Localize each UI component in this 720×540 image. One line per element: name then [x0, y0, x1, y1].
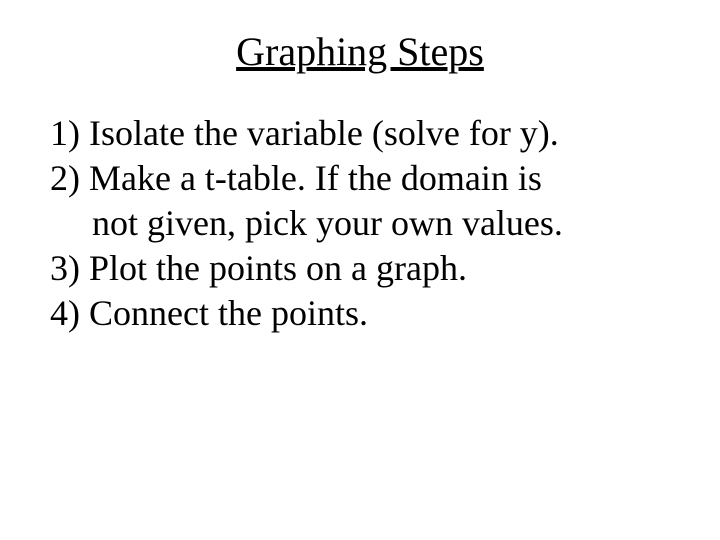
step-2-line-2: not given, pick your own values.	[50, 201, 670, 246]
step-3: 3) Plot the points on a graph.	[50, 246, 670, 291]
step-1: 1) Isolate the variable (solve for y).	[50, 111, 670, 156]
step-2-line-1: 2) Make a t-table. If the domain is	[50, 156, 670, 201]
steps-list: 1) Isolate the variable (solve for y). 2…	[50, 111, 670, 336]
slide-container: Graphing Steps 1) Isolate the variable (…	[0, 0, 720, 540]
slide-title: Graphing Steps	[50, 28, 670, 75]
step-4: 4) Connect the points.	[50, 291, 670, 336]
